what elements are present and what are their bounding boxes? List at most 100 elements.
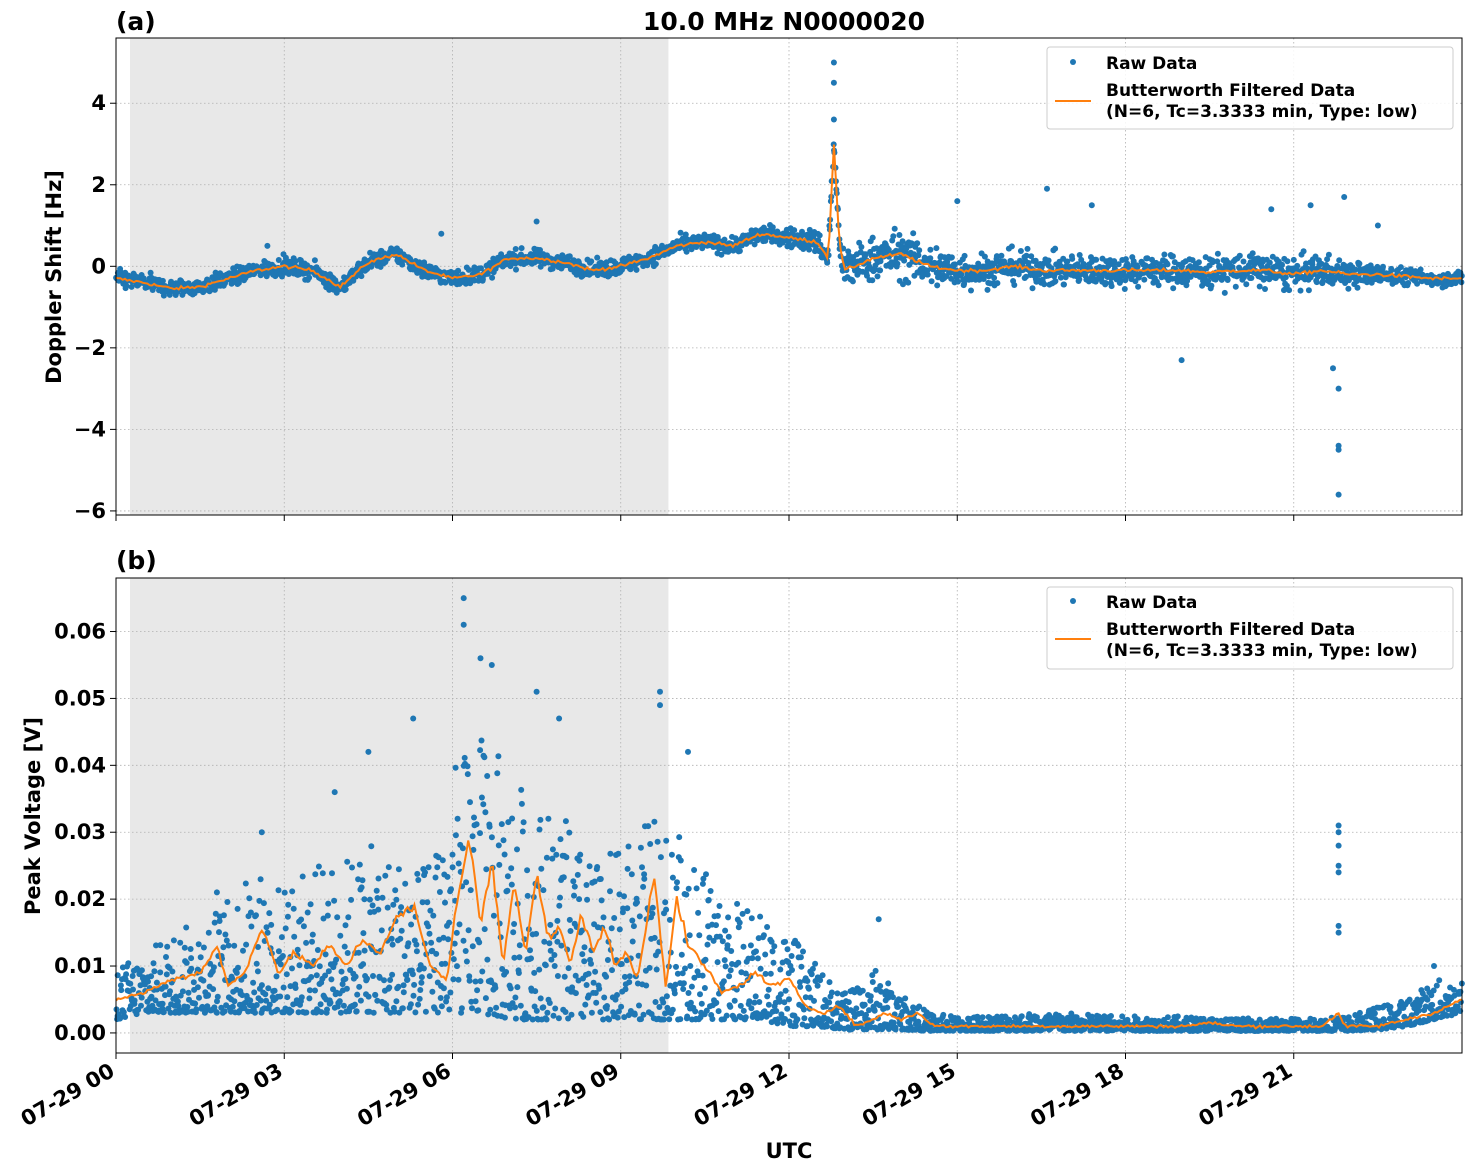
raw-data-point [633,266,640,273]
raw-data-point [1458,279,1465,286]
raw-data-point [754,955,761,962]
raw-data-outlier [1335,446,1342,453]
raw-data-point [580,1013,587,1020]
raw-data-point [246,895,253,902]
raw-data-point [699,972,706,979]
raw-data-point [358,884,365,891]
raw-data-point [196,994,202,1001]
raw-data-point [677,1016,684,1023]
raw-data-point [1214,250,1221,257]
raw-data-point [352,973,359,980]
raw-data-point [379,894,386,901]
raw-data-point [528,955,534,962]
raw-data-point [1017,248,1024,254]
raw-data-point [554,917,561,924]
panel-a-y-tick-label: −6 [74,499,106,523]
raw-data-outlier [1335,842,1342,849]
raw-data-point [501,851,508,858]
raw-data-point [1068,1010,1075,1017]
raw-data-point [268,921,275,928]
raw-data-point [663,906,670,913]
raw-data-point [1356,260,1363,267]
raw-data-point [1130,258,1137,265]
raw-data-point [152,997,159,1004]
raw-data-point [674,879,680,886]
raw-data-point [1052,278,1059,285]
raw-data-point [509,815,516,822]
raw-data-point [184,1004,191,1010]
raw-data-point [604,957,611,963]
raw-data-point [484,773,491,779]
raw-data-point [891,225,898,232]
raw-data-point [204,1003,211,1010]
raw-data-point [413,941,420,948]
raw-data-point [871,1007,878,1014]
panel-a-legend-filtered-label-2: (N=6, Tc=3.3333 min, Type: low) [1106,102,1418,122]
raw-data-point [478,794,485,801]
raw-data-point [455,267,462,274]
raw-data-point [777,991,784,998]
raw-data-point [381,977,387,984]
raw-data-point [515,970,522,976]
raw-data-point [991,274,998,281]
raw-data-point [721,957,728,964]
raw-data-point [448,886,454,893]
raw-data-point [1290,256,1297,263]
raw-data-point [672,981,679,988]
panel-b-y-tick-label: 0.01 [54,954,106,978]
raw-data-point [454,815,461,822]
raw-data-point [361,947,368,954]
raw-data-outlier [685,748,691,755]
raw-data-point [385,864,392,871]
panel-a-legend-filtered-label-1: Butterworth Filtered Data [1106,81,1355,101]
raw-data-point [612,996,619,1003]
raw-data-point [1353,278,1360,285]
raw-data-point [536,966,543,973]
raw-data-outlier [477,655,484,662]
raw-data-point [318,1009,325,1016]
raw-data-point [1184,277,1191,284]
raw-data-point [927,255,934,262]
panel-b-legend-filtered-label-2: (N=6, Tc=3.3333 min, Type: low) [1106,641,1418,661]
raw-data-point [444,873,451,880]
raw-data-point [896,232,903,238]
raw-data-point [541,938,548,945]
raw-data-point [466,977,473,984]
raw-data-point [738,242,745,249]
raw-data-point [606,1016,613,1023]
raw-data-point [416,966,423,973]
raw-data-point [511,921,518,927]
raw-data-point [283,971,290,978]
raw-data-point [533,930,540,937]
raw-data-point [476,939,483,946]
raw-data-point [561,973,568,980]
raw-data-point [395,866,402,873]
raw-data-point [432,874,439,881]
raw-data-point [334,914,341,921]
raw-data-point [631,1011,638,1018]
raw-data-point [1224,277,1231,283]
raw-data-point [662,899,669,906]
raw-data-point [451,940,458,947]
raw-data-point [542,962,549,969]
raw-data-point [603,973,610,980]
raw-data-point [572,990,579,997]
raw-data-point [640,1011,647,1018]
raw-data-point [1249,250,1256,257]
raw-data-point [869,979,876,985]
raw-data-point [1169,253,1176,260]
raw-data-point [1052,245,1059,252]
raw-data-point [1122,256,1129,263]
raw-data-point [577,851,584,858]
x-tick-label: 07-29 00 [17,1059,119,1132]
raw-data-point [579,927,585,934]
raw-data-point [936,268,943,275]
raw-data-point [819,972,826,979]
raw-data-point [253,960,260,967]
raw-data-point [543,1016,550,1023]
raw-data-point [976,276,983,283]
raw-data-point [1236,252,1243,259]
raw-data-point [703,1007,710,1014]
raw-data-point [1256,283,1263,290]
raw-data-point [901,257,908,264]
